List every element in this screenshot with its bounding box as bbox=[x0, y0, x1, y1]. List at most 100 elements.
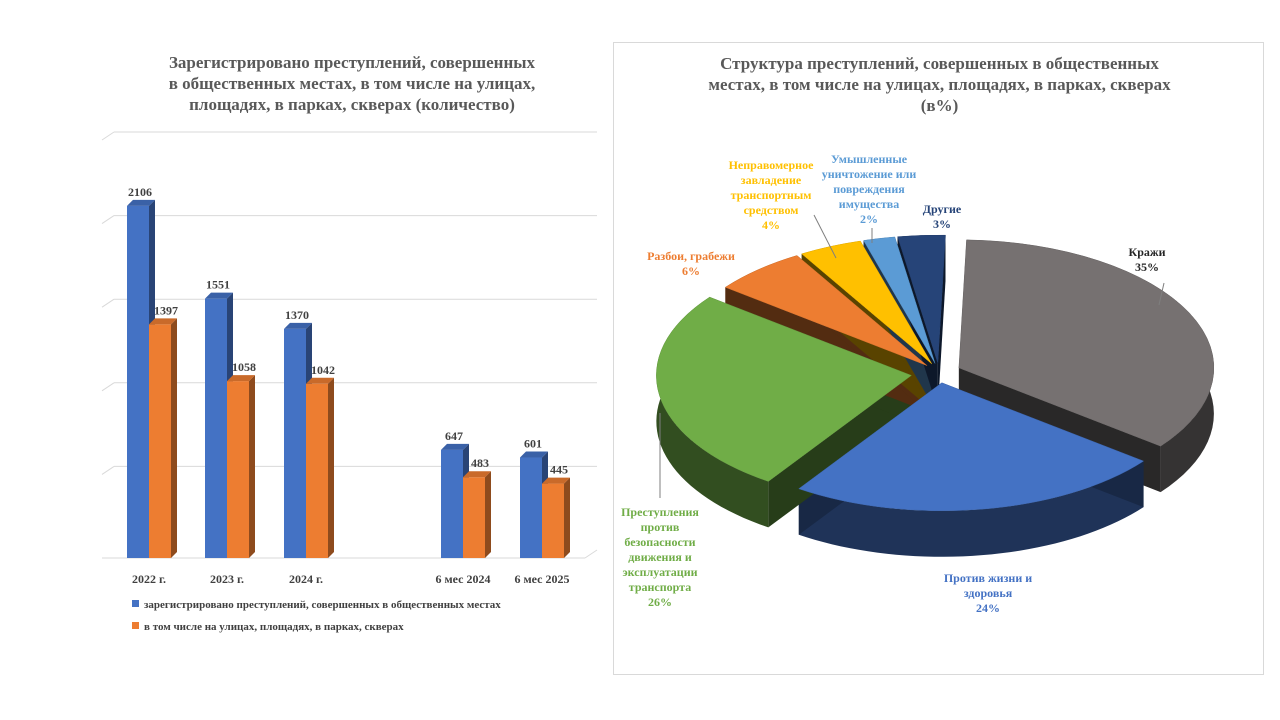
bar-series2-side bbox=[171, 318, 177, 558]
bar-series1-top bbox=[520, 451, 548, 458]
pie-label-line: транспортным bbox=[731, 188, 812, 202]
bar-series2-side bbox=[564, 477, 570, 558]
pie-label-line: Умышленные bbox=[831, 152, 908, 166]
data-label: 1058 bbox=[232, 360, 256, 374]
bar-series2-top bbox=[542, 477, 570, 484]
data-label: 1042 bbox=[311, 363, 335, 377]
leader-line bbox=[1158, 282, 1165, 306]
pie-slice bbox=[958, 239, 1215, 447]
gridline-depth bbox=[101, 298, 115, 308]
bar-series2-front bbox=[227, 381, 249, 558]
pie-label-line: уничтожение или bbox=[822, 167, 917, 181]
x-tick-label: 6 мес 2025 bbox=[515, 572, 570, 586]
gridline-depth bbox=[101, 382, 115, 392]
bar-chart-panel: Зарегистрировано преступлений, совершенн… bbox=[92, 40, 612, 660]
pie-label-line: завладение bbox=[741, 173, 802, 187]
pie-chart-title: Структура преступлений, совершенных в об… bbox=[614, 53, 1265, 116]
legend-swatch bbox=[132, 622, 139, 629]
pie-slice-label: Преступления против безопасности движения и… bbox=[621, 505, 699, 609]
pie-slice-label: Разбои, грабежи 6% bbox=[647, 249, 735, 278]
pie-slice-wall bbox=[937, 235, 946, 410]
pie-slice-label: Кражи 35% bbox=[1129, 245, 1166, 274]
bar-series2-front bbox=[542, 483, 564, 558]
pie-slice bbox=[798, 382, 1145, 511]
data-label: 1370 bbox=[285, 308, 309, 322]
gridlines bbox=[101, 131, 598, 559]
bar-series1-front bbox=[205, 298, 227, 558]
data-label: 483 bbox=[471, 456, 489, 470]
bar-series1-top bbox=[127, 199, 155, 206]
bar-chart-title-line: площадях, в парках, скверах (количество) bbox=[189, 95, 515, 114]
bar-series2-top bbox=[227, 375, 255, 382]
bar-series2-top bbox=[306, 377, 334, 384]
pie-slice bbox=[656, 296, 912, 482]
bar-series2 bbox=[227, 375, 255, 558]
pie-chart-title-line: (в%) bbox=[920, 96, 959, 115]
bar-series1-top bbox=[284, 322, 312, 329]
x-tick-label: 2023 г. bbox=[210, 572, 244, 586]
pie-chart-panel: Структура преступлений, совершенных в об… bbox=[613, 42, 1264, 675]
floor-line bbox=[584, 549, 598, 559]
pie-slice-label: Неправомерное завладение транспортным средс… bbox=[729, 158, 815, 232]
bar-series2 bbox=[306, 377, 334, 558]
bar-series2-side bbox=[328, 377, 334, 558]
pie-label-line: против bbox=[641, 520, 680, 534]
gridline-depth bbox=[101, 215, 115, 225]
pie-label-line: повреждения bbox=[833, 182, 905, 196]
bar-series2 bbox=[542, 477, 570, 558]
pie-label-line: 2% bbox=[860, 212, 878, 226]
legend-swatch bbox=[132, 600, 139, 607]
bar-series1-front bbox=[284, 328, 306, 558]
pie-label-line: 3% bbox=[933, 217, 951, 231]
pie-label-line: Преступления bbox=[621, 505, 699, 519]
bar-series1-front bbox=[520, 457, 542, 558]
bar-series2-top bbox=[149, 318, 177, 325]
data-label: 647 bbox=[445, 429, 463, 443]
pie-label-line: Другие bbox=[923, 202, 962, 216]
leader-line bbox=[813, 214, 837, 259]
pie-label-line: 6% bbox=[682, 264, 700, 278]
bar-series1-front bbox=[441, 449, 463, 558]
pie-label-line: 24% bbox=[976, 601, 1000, 615]
gridline-depth bbox=[101, 465, 115, 475]
x-tick-label: 6 мес 2024 bbox=[436, 572, 491, 586]
bar-chart-title-line: Зарегистрировано преступлений, совершенн… bbox=[168, 53, 536, 72]
x-tick-label: 2024 г. bbox=[289, 572, 323, 586]
pie-label-line: Неправомерное bbox=[729, 158, 815, 172]
bar-series1-front bbox=[127, 205, 149, 558]
data-label: 1551 bbox=[206, 278, 230, 292]
x-tick-label: 2022 г. bbox=[132, 572, 166, 586]
bar-chart-title: Зарегистрировано преступлений, совершенн… bbox=[92, 52, 612, 115]
pie-slice-label: Против жизни и здоровья 24% bbox=[944, 571, 1032, 615]
pie-label-line: имущества bbox=[839, 197, 899, 211]
bar-series2-side bbox=[485, 471, 491, 558]
pie-slice bbox=[863, 236, 936, 364]
pie-label-line: 35% bbox=[1135, 260, 1159, 274]
bar-series2-side bbox=[249, 375, 255, 558]
pie-label-line: Кражи bbox=[1129, 245, 1166, 259]
pie-label-line: движения и bbox=[628, 550, 692, 564]
pie-slice-label: Умышленные уничтожение или повреждения имущ… bbox=[822, 152, 917, 226]
bar-chart-svg: 2106 1397 2022 г. 1551 1058 2023 г. 1370 1042 20… bbox=[101, 131, 598, 633]
pie-label-line: Разбои, грабежи bbox=[647, 249, 735, 263]
bar-series2-top bbox=[463, 471, 491, 478]
pie-leader-lines bbox=[659, 214, 1165, 498]
pie-label-line: 4% bbox=[762, 218, 780, 232]
legend-label: в том числе на улицах, площадях, в парка… bbox=[144, 621, 404, 633]
pie-slice bbox=[897, 234, 946, 364]
pie-label-line: транспорта bbox=[629, 580, 691, 594]
gridline-depth bbox=[101, 131, 115, 141]
bar-chart-title-line: в общественных местах, в том числе на ул… bbox=[168, 74, 536, 93]
bar-series2-front bbox=[463, 477, 485, 558]
data-label: 2106 bbox=[128, 185, 152, 199]
data-label: 601 bbox=[524, 437, 542, 451]
pie-label-line: здоровья bbox=[964, 586, 1013, 600]
data-label: 1397 bbox=[154, 303, 178, 317]
pie-label-line: 26% bbox=[648, 595, 672, 609]
pie-chart-title-line: Структура преступлений, совершенных в об… bbox=[720, 54, 1159, 73]
bar-series2-front bbox=[149, 324, 171, 558]
bar-series2 bbox=[463, 471, 491, 558]
legend-label: зарегистрировано преступлений, совершенн… bbox=[144, 599, 501, 611]
pie-label-line: безопасности bbox=[624, 535, 695, 549]
pie-slice-label: Другие 3% bbox=[923, 202, 962, 231]
